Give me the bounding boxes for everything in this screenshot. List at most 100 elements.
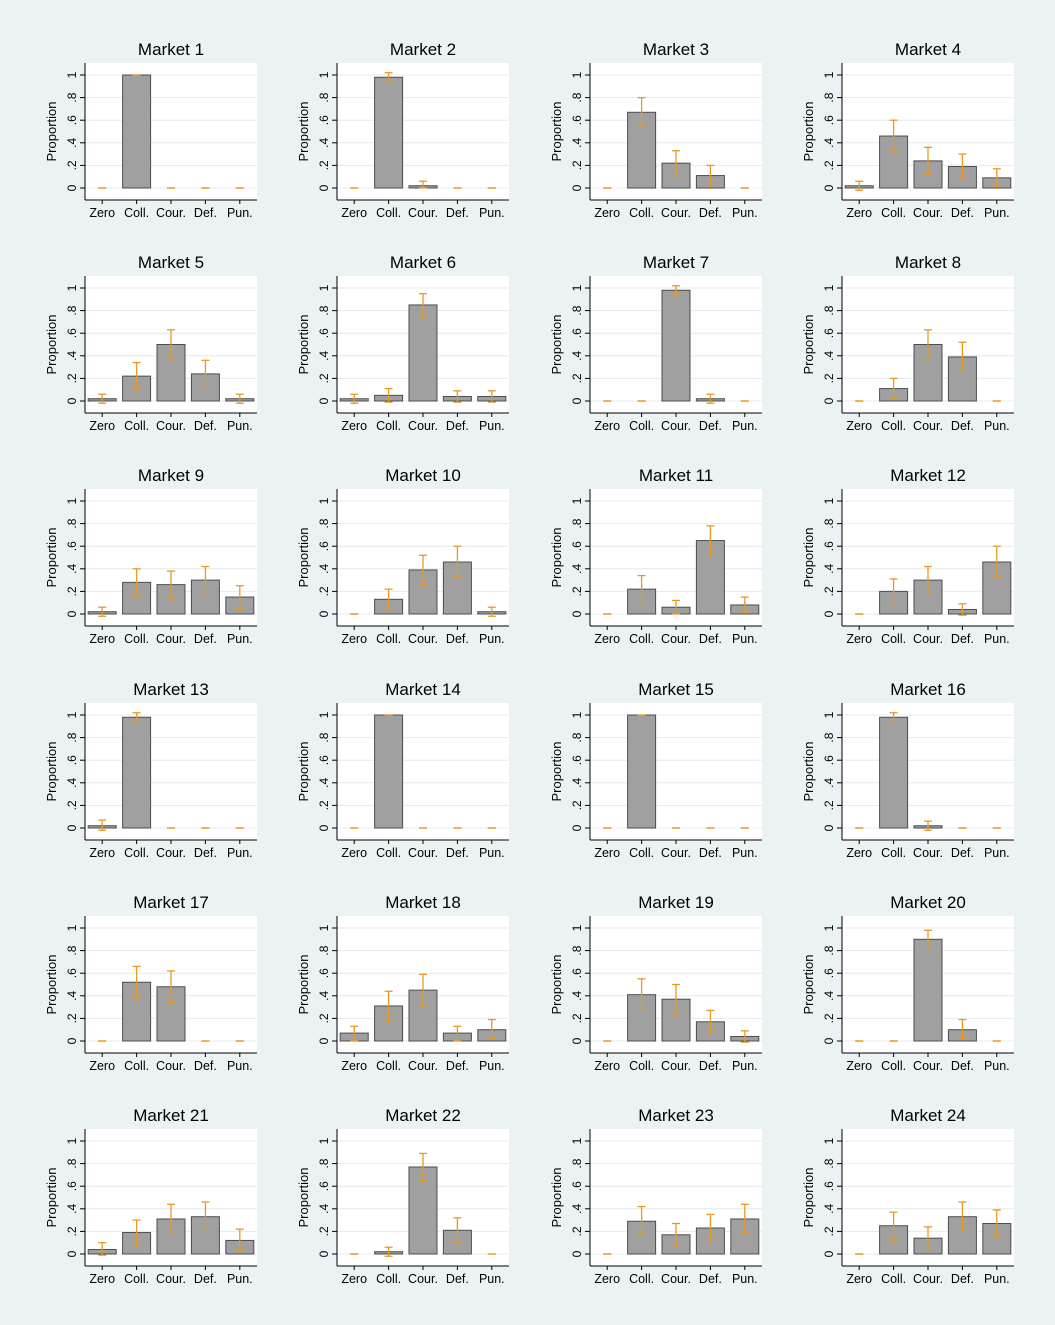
plot-area xyxy=(85,63,257,200)
x-tick-label: Cour. xyxy=(156,1272,186,1286)
x-tick-label: Coll. xyxy=(881,846,906,860)
y-tick-label: .2 xyxy=(570,1226,584,1236)
y-tick-label: .4 xyxy=(570,563,584,573)
y-tick-label: .2 xyxy=(317,586,331,596)
y-tick-label: .6 xyxy=(570,328,584,338)
y-tick-label: .8 xyxy=(822,945,836,955)
x-tick-label: Zero xyxy=(341,632,367,646)
y-axis-label: Proportion xyxy=(44,1168,59,1228)
x-tick-label: Zero xyxy=(89,206,115,220)
market-panel: Market 11 0 .2 .4 .6 .8 1 Proportion Zero Coll. Co… xyxy=(549,466,762,646)
market-panel: Market 21 0 .2 .4 .6 .8 1 Proportion Zero Coll. Co… xyxy=(44,1106,257,1286)
y-tick-label: 1 xyxy=(65,1137,79,1144)
y-tick-label: 1 xyxy=(822,1137,836,1144)
y-tick-label: .6 xyxy=(65,968,79,978)
x-tick-label: Coll. xyxy=(629,846,654,860)
y-axis-label: Proportion xyxy=(801,102,816,162)
x-tick-label: Pun. xyxy=(732,632,758,646)
market-panel: Market 23 0 .2 .4 .6 .8 1 Proportion Zero Coll. Co… xyxy=(549,1106,762,1286)
y-tick-label: .2 xyxy=(65,800,79,810)
y-tick-label: 1 xyxy=(570,71,584,78)
x-tick-label: Def. xyxy=(951,632,974,646)
x-tick-label: Def. xyxy=(699,846,722,860)
bar xyxy=(627,714,657,829)
y-tick-label: 1 xyxy=(317,711,331,718)
x-tick-label: Cour. xyxy=(156,846,186,860)
y-tick-label: 1 xyxy=(65,71,79,78)
y-tick-label: .2 xyxy=(65,586,79,596)
y-tick-label: .8 xyxy=(822,1158,836,1168)
bar xyxy=(122,716,152,829)
market-panel: Market 2 0 .2 .4 .6 .8 1 Proportion Zero Coll. Cou… xyxy=(296,40,509,220)
y-tick-label: .8 xyxy=(570,945,584,955)
x-tick-label: Cour. xyxy=(913,1272,943,1286)
x-tick-label: Zero xyxy=(594,846,620,860)
x-tick-label: Pun. xyxy=(984,1059,1010,1073)
x-tick-label: Def. xyxy=(951,1272,974,1286)
y-tick-label: .4 xyxy=(317,563,331,573)
market-panel: Market 8 0 .2 .4 .6 .8 1 Proportion Zero Coll. Cou… xyxy=(801,253,1014,433)
x-tick-label: Cour. xyxy=(408,846,438,860)
y-tick-label: .4 xyxy=(822,137,836,147)
y-tick-label: 0 xyxy=(570,1250,584,1257)
x-tick-label: Pun. xyxy=(227,632,253,646)
x-tick-label: Zero xyxy=(89,1272,115,1286)
y-tick-label: .8 xyxy=(822,92,836,102)
x-tick-label: Def. xyxy=(951,846,974,860)
y-axis-label: Proportion xyxy=(549,955,564,1015)
y-axis-label: Proportion xyxy=(44,528,59,588)
x-tick-label: Zero xyxy=(594,1272,620,1286)
x-tick-label: Coll. xyxy=(629,1272,654,1286)
y-tick-label: .8 xyxy=(317,305,331,315)
x-tick-label: Pun. xyxy=(227,206,253,220)
x-tick-label: Zero xyxy=(846,632,872,646)
y-tick-label: 1 xyxy=(822,71,836,78)
x-tick-label: Def. xyxy=(194,1059,217,1073)
x-tick-label: Pun. xyxy=(227,1272,253,1286)
y-axis-label: Proportion xyxy=(44,315,59,375)
y-tick-label: 0 xyxy=(822,1250,836,1257)
y-tick-label: .4 xyxy=(570,1203,584,1213)
x-tick-label: Zero xyxy=(89,419,115,433)
bar xyxy=(661,289,691,402)
y-axis-label: Proportion xyxy=(801,1168,816,1228)
panel-title: Market 18 xyxy=(385,893,461,912)
y-tick-label: .4 xyxy=(822,350,836,360)
y-axis-label: Proportion xyxy=(296,742,311,802)
x-tick-label: Def. xyxy=(194,419,217,433)
panel-title: Market 10 xyxy=(385,466,461,485)
panel-title: Market 4 xyxy=(895,40,961,59)
y-tick-label: .2 xyxy=(822,160,836,170)
x-tick-label: Def. xyxy=(194,632,217,646)
y-tick-label: .8 xyxy=(570,92,584,102)
y-tick-label: 0 xyxy=(570,397,584,404)
x-tick-label: Coll. xyxy=(124,632,149,646)
y-tick-label: .6 xyxy=(65,115,79,125)
x-tick-label: Pun. xyxy=(732,419,758,433)
x-tick-label: Zero xyxy=(341,1272,367,1286)
x-tick-label: Pun. xyxy=(479,846,505,860)
x-tick-label: Cour. xyxy=(913,846,943,860)
y-tick-label: .8 xyxy=(65,945,79,955)
x-tick-label: Coll. xyxy=(881,1059,906,1073)
y-axis-label: Proportion xyxy=(296,955,311,1015)
y-axis-label: Proportion xyxy=(801,742,816,802)
y-tick-label: .2 xyxy=(317,160,331,170)
y-tick-label: 1 xyxy=(822,497,836,504)
x-tick-label: Cour. xyxy=(661,419,691,433)
x-tick-label: Pun. xyxy=(479,1059,505,1073)
x-tick-label: Zero xyxy=(594,632,620,646)
y-tick-label: .2 xyxy=(65,1226,79,1236)
y-tick-label: .6 xyxy=(570,1181,584,1191)
y-tick-label: .4 xyxy=(65,350,79,360)
market-panel: Market 1 0 .2 .4 .6 .8 1 Proportion Zero Coll. Cou… xyxy=(44,40,257,220)
panel-title: Market 19 xyxy=(638,893,714,912)
y-tick-label: .2 xyxy=(317,1226,331,1236)
y-tick-label: .6 xyxy=(65,541,79,551)
bar xyxy=(374,714,404,829)
y-axis-label: Proportion xyxy=(801,315,816,375)
x-tick-label: Def. xyxy=(194,206,217,220)
y-tick-label: .2 xyxy=(65,160,79,170)
y-tick-label: .4 xyxy=(822,990,836,1000)
x-tick-label: Zero xyxy=(594,419,620,433)
